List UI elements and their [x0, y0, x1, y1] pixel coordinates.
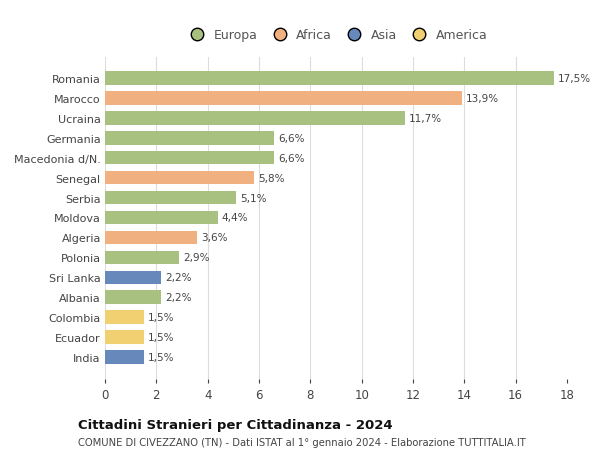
Bar: [105, 251, 179, 264]
Bar: [105, 92, 462, 106]
Text: 1,5%: 1,5%: [148, 332, 174, 342]
Bar: [105, 211, 218, 225]
Text: 1,5%: 1,5%: [148, 353, 174, 362]
Text: 6,6%: 6,6%: [278, 134, 305, 143]
Bar: [105, 291, 161, 304]
Text: COMUNE DI CIVEZZANO (TN) - Dati ISTAT al 1° gennaio 2024 - Elaborazione TUTTITAL: COMUNE DI CIVEZZANO (TN) - Dati ISTAT al…: [78, 437, 526, 447]
Bar: [105, 132, 274, 145]
Text: Cittadini Stranieri per Cittadinanza - 2024: Cittadini Stranieri per Cittadinanza - 2…: [78, 418, 392, 431]
Text: 1,5%: 1,5%: [148, 313, 174, 323]
Text: 5,1%: 5,1%: [240, 193, 266, 203]
Bar: [105, 271, 161, 285]
Bar: [105, 231, 197, 245]
Text: 3,6%: 3,6%: [201, 233, 228, 243]
Text: 2,9%: 2,9%: [183, 253, 210, 263]
Bar: [105, 151, 274, 165]
Bar: [105, 311, 143, 324]
Bar: [105, 351, 143, 364]
Bar: [105, 112, 406, 125]
Text: 17,5%: 17,5%: [558, 74, 591, 84]
Bar: [105, 172, 254, 185]
Bar: [105, 330, 143, 344]
Text: 6,6%: 6,6%: [278, 153, 305, 163]
Text: 13,9%: 13,9%: [466, 94, 499, 104]
Text: 2,2%: 2,2%: [166, 273, 192, 283]
Legend: Europa, Africa, Asia, America: Europa, Africa, Asia, America: [182, 27, 490, 45]
Text: 5,8%: 5,8%: [258, 173, 284, 183]
Text: 2,2%: 2,2%: [166, 293, 192, 302]
Text: 11,7%: 11,7%: [409, 113, 442, 123]
Bar: [105, 72, 554, 85]
Text: 4,4%: 4,4%: [222, 213, 248, 223]
Bar: [105, 191, 236, 205]
